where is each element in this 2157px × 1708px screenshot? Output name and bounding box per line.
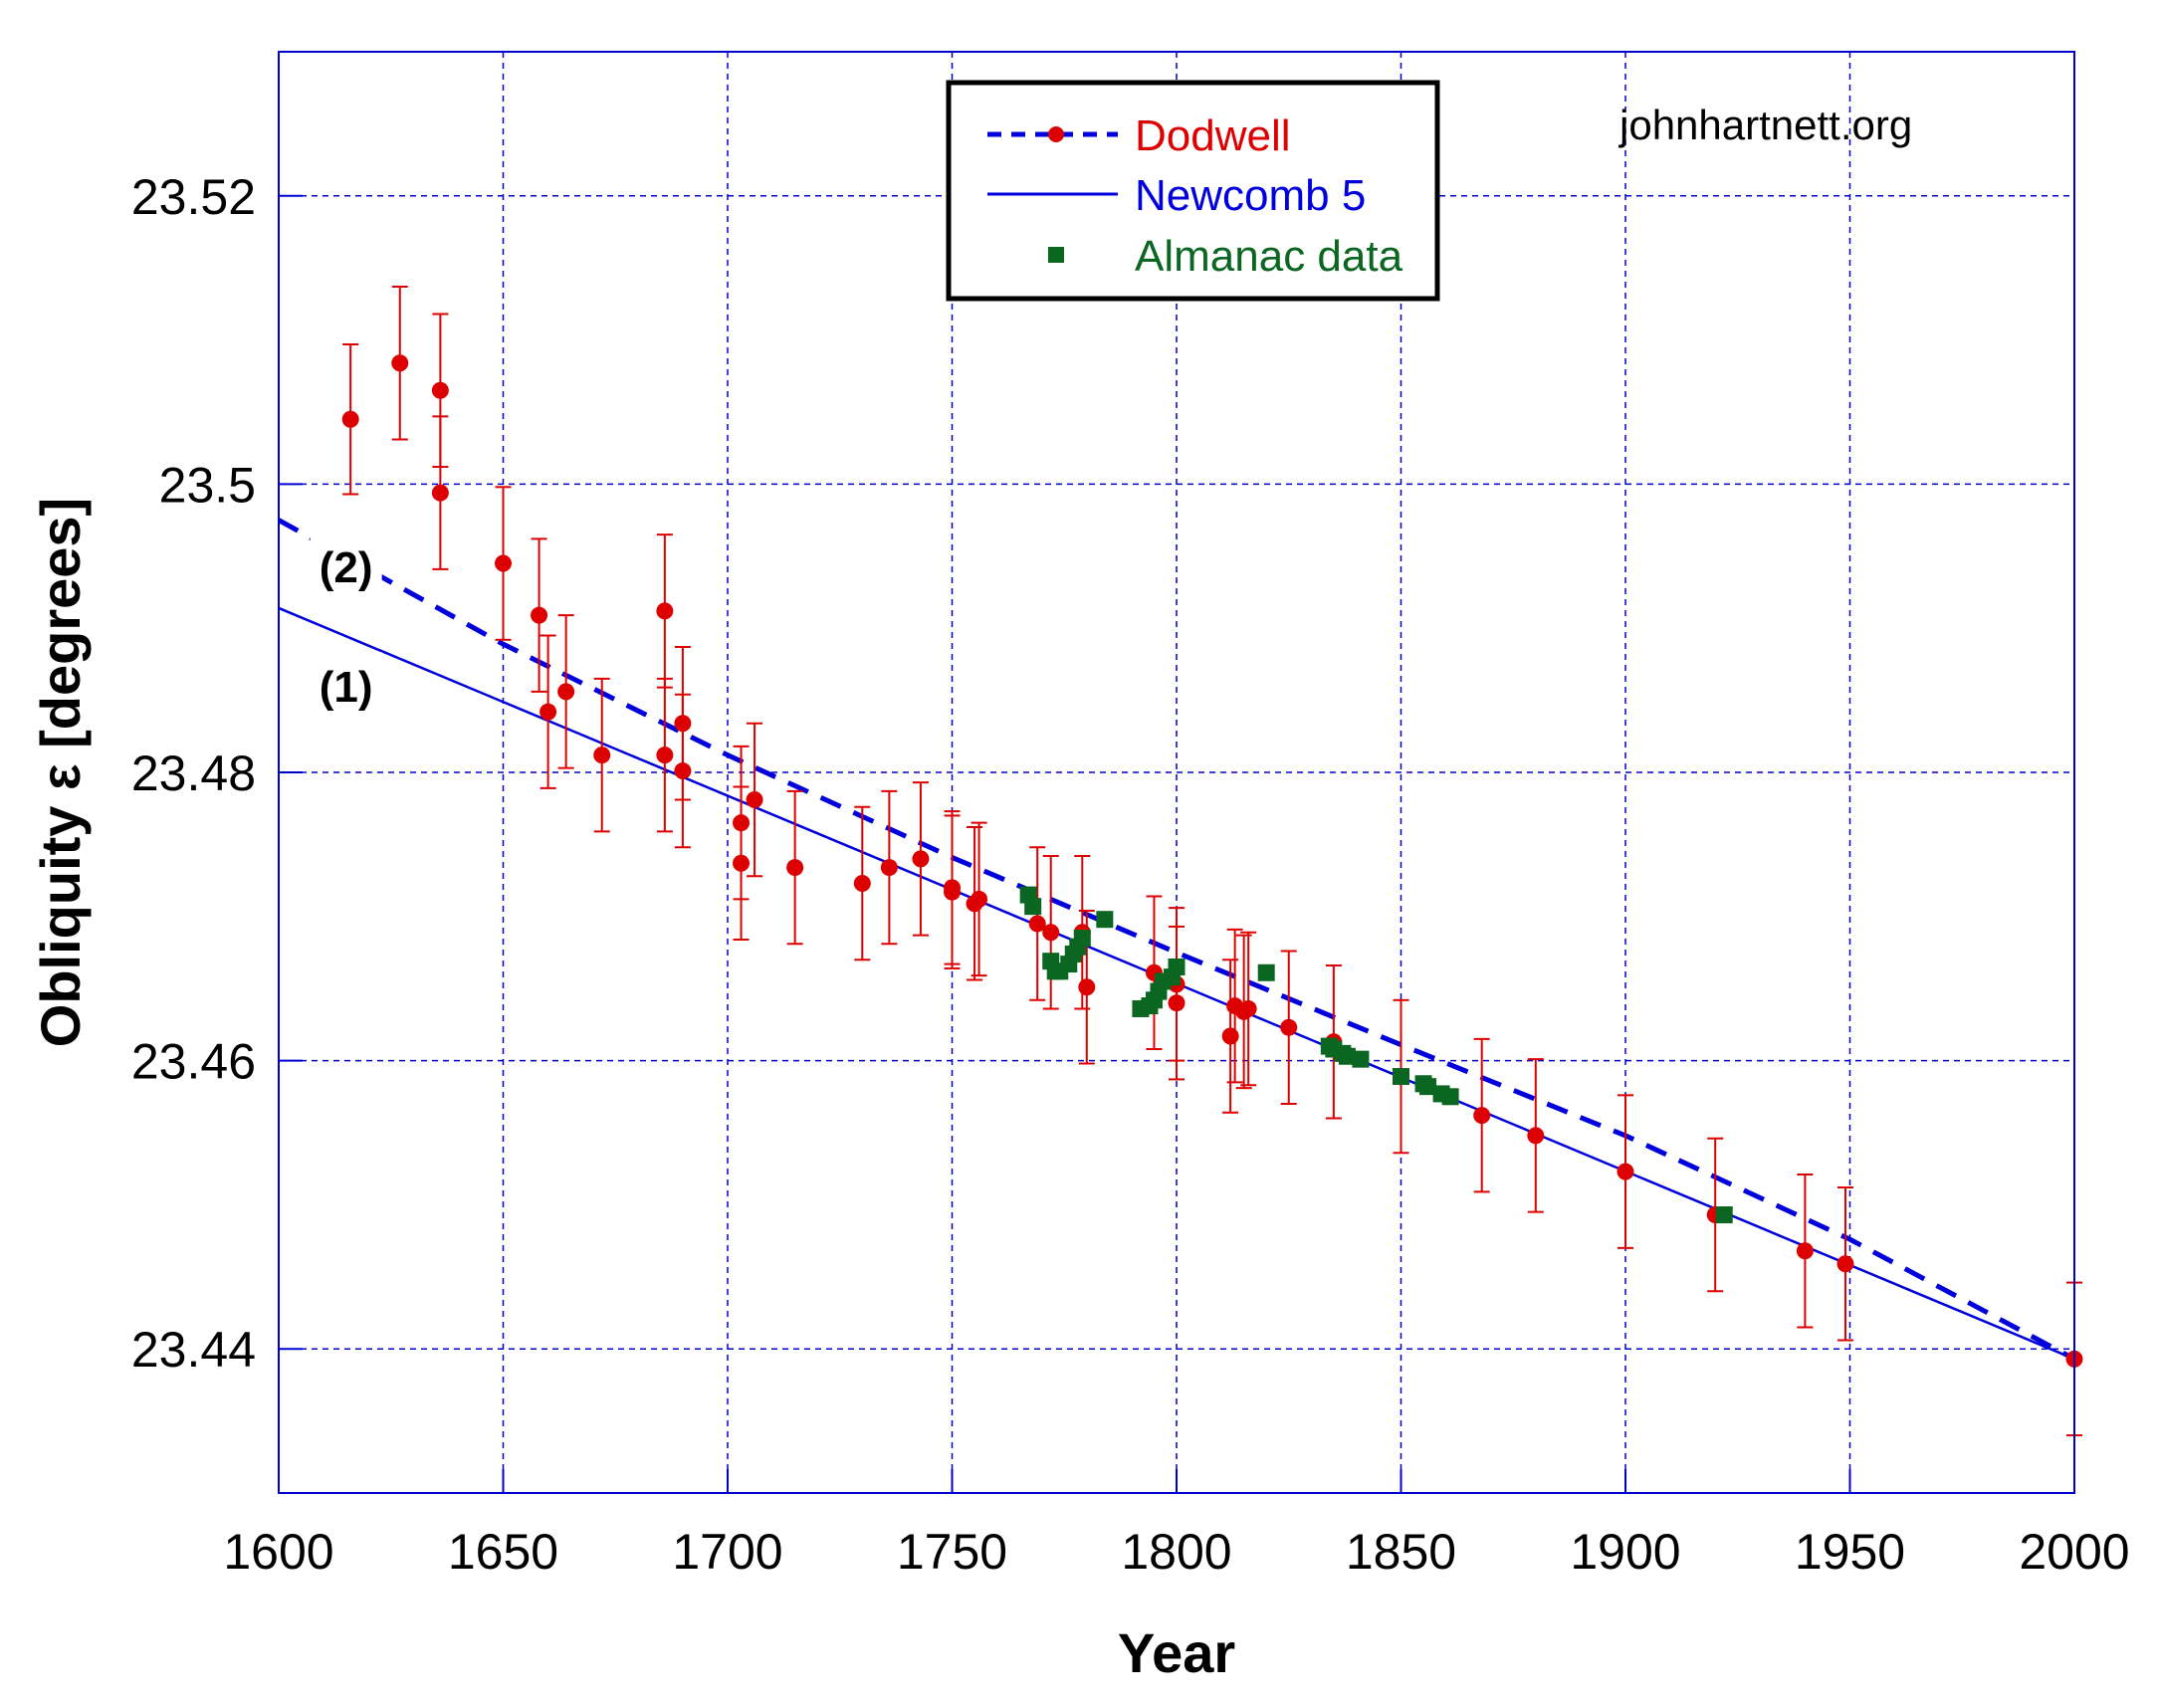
curve-annotations: (2) (1) (310, 532, 382, 712)
data-markers (341, 354, 2083, 1368)
x-tick-label: 1850 (1346, 1524, 1456, 1580)
dodwell-point (391, 354, 409, 372)
dodwell-point (1028, 915, 1046, 933)
almanac-point (1352, 1050, 1370, 1068)
dodwell-point (1796, 1242, 1814, 1260)
legend-item-newcomb: Newcomb 5 (987, 171, 1366, 220)
dodwell-point (944, 883, 961, 901)
y-tick-label: 23.44 (131, 1322, 256, 1378)
legend-circle-marker-icon (1048, 126, 1064, 142)
dodwell-point (786, 859, 804, 877)
dodwell-point (733, 814, 751, 832)
dodwell-point (341, 410, 359, 428)
almanac-point (1257, 963, 1275, 981)
dodwell-point (531, 606, 548, 624)
dodwell-point (746, 791, 763, 809)
dodwell-point (674, 715, 692, 733)
almanac-point (1393, 1068, 1409, 1086)
y-axis-title: Obliquity ε [degrees] (29, 498, 92, 1047)
dodwell-point (557, 683, 575, 701)
dodwell-point (733, 854, 751, 872)
almanac-point (1715, 1206, 1733, 1224)
dodwell-point (1078, 978, 1096, 996)
dodwell-point (539, 703, 557, 721)
y-tick-label: 23.5 (159, 457, 256, 513)
dodwell-point (1527, 1127, 1545, 1145)
dodwell-point (1042, 924, 1060, 942)
dodwell-point (656, 747, 674, 764)
dodwell-point (1168, 994, 1186, 1012)
legend-square-marker-icon (1048, 247, 1064, 263)
x-tick-label: 1950 (1795, 1524, 1905, 1580)
almanac-point (1441, 1088, 1459, 1106)
dodwell-point (431, 484, 449, 502)
x-tick-label: 1800 (1121, 1524, 1231, 1580)
x-tick-label: 1650 (448, 1524, 558, 1580)
y-tick-label: 23.46 (131, 1034, 256, 1090)
dodwell-point (971, 890, 988, 908)
dodwell-point (1221, 1027, 1239, 1045)
dodwell-point (1473, 1107, 1491, 1125)
legend-box (946, 80, 1440, 302)
x-axis-ticks: 1600 1650 1700 1750 1800 1850 1900 1950 2000 (223, 1469, 2130, 1580)
x-tick-label: 1600 (223, 1524, 333, 1580)
almanac-point (1073, 930, 1091, 948)
dodwell-curve-line (277, 518, 2076, 1362)
dodwell-point (1239, 999, 1257, 1017)
legend-label-newcomb: Newcomb 5 (1135, 171, 1366, 220)
x-axis-title: Year (1118, 1621, 1235, 1684)
x-tick-label: 1900 (1570, 1524, 1680, 1580)
legend-item-dodwell: Dodwell (987, 111, 1291, 160)
annotation-background (310, 652, 382, 711)
dodwell-point (1617, 1163, 1634, 1180)
dodwell-point (853, 874, 871, 892)
legend: Dodwell Newcomb 5 Almanac data (946, 80, 1440, 302)
annotation-curve-1: (1) (320, 663, 373, 712)
x-tick-label: 2000 (2019, 1524, 2129, 1580)
watermark-text: johnhartnett.org (1618, 102, 1912, 148)
dodwell-point (431, 381, 449, 399)
annotation-background (310, 532, 382, 590)
dodwell-point (912, 850, 930, 868)
y-tick-label: 23.52 (131, 169, 256, 225)
almanac-point (1024, 898, 1042, 916)
almanac-point (1096, 911, 1114, 929)
y-tick-label: 23.48 (131, 746, 256, 801)
dodwell-point (495, 554, 512, 572)
dodwell-point (1836, 1255, 1854, 1273)
almanac-point (1419, 1078, 1437, 1096)
legend-label-almanac: Almanac data (1135, 232, 1403, 281)
almanac-point (1338, 1047, 1356, 1065)
almanac-point (1168, 958, 1186, 975)
legend-label-dodwell: Dodwell (1135, 111, 1291, 160)
dodwell-point (674, 762, 692, 780)
dodwell-point (1280, 1018, 1298, 1036)
x-tick-label: 1700 (672, 1524, 782, 1580)
y-axis-ticks: 23.44 23.46 23.48 23.5 23.52 (131, 169, 303, 1378)
dodwell-point (880, 859, 898, 877)
annotation-curve-2: (2) (320, 543, 373, 592)
legend-item-almanac: Almanac data (1048, 232, 1403, 281)
dodwell-point (593, 747, 611, 764)
dodwell-point (656, 602, 674, 620)
x-tick-label: 1750 (897, 1524, 1007, 1580)
